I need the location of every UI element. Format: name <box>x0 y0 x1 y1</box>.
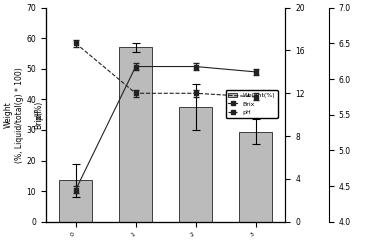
Bar <box>59 181 92 222</box>
Y-axis label: Brix(%): Brix(%) <box>34 101 43 129</box>
Bar <box>239 131 272 222</box>
Bar <box>119 47 152 222</box>
Y-axis label: pH: pH <box>34 109 43 120</box>
Y-axis label: Weight
(%, Liquid/total(g) * 100): Weight (%, Liquid/total(g) * 100) <box>4 67 23 163</box>
Legend: Weight(%), Brix, pH: Weight(%), Brix, pH <box>225 90 277 118</box>
Bar <box>179 107 212 222</box>
